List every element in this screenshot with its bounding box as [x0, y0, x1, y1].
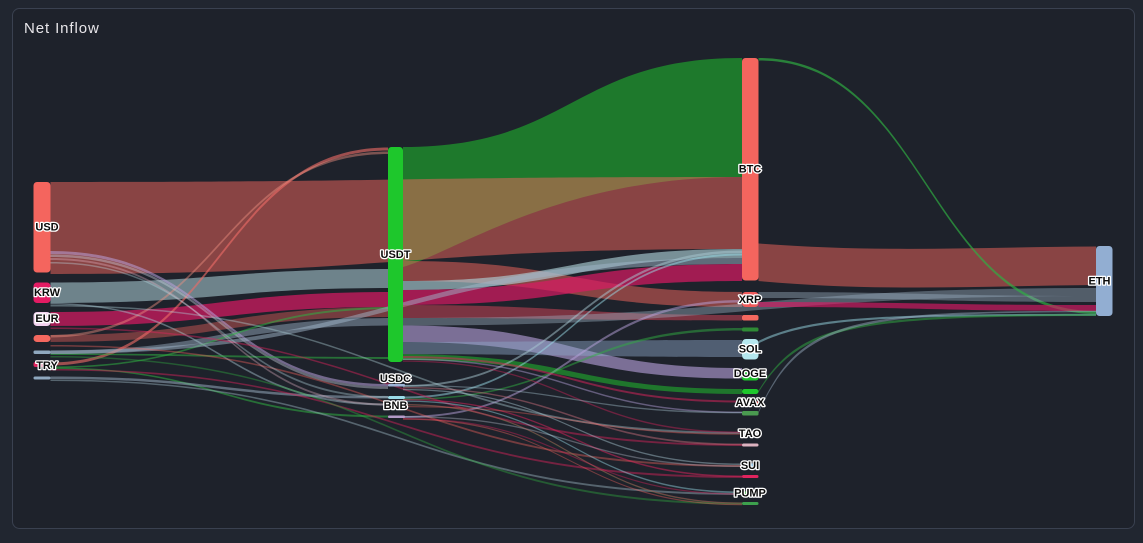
svg-text:KRW: KRW	[34, 287, 61, 299]
svg-text:TRY: TRY	[36, 360, 58, 372]
svg-text:USDT: USDT	[381, 249, 411, 261]
svg-text:TAO: TAO	[739, 428, 762, 440]
svg-text:SUI: SUI	[741, 460, 759, 472]
svg-text:PUMP: PUMP	[734, 488, 766, 500]
svg-text:ETH: ETH	[1089, 276, 1111, 288]
svg-text:DOGE: DOGE	[734, 368, 766, 380]
svg-text:EUR: EUR	[35, 313, 58, 325]
svg-text:XRP: XRP	[739, 294, 762, 306]
svg-text:USD: USD	[35, 222, 58, 234]
svg-text:BTC: BTC	[739, 164, 762, 176]
svg-text:USDC: USDC	[380, 373, 411, 385]
svg-text:AVAX: AVAX	[736, 397, 766, 409]
svg-text:BNB: BNB	[384, 400, 408, 412]
svg-text:SOL: SOL	[739, 344, 762, 356]
svg-text:Net Inflow: Net Inflow	[24, 20, 100, 37]
